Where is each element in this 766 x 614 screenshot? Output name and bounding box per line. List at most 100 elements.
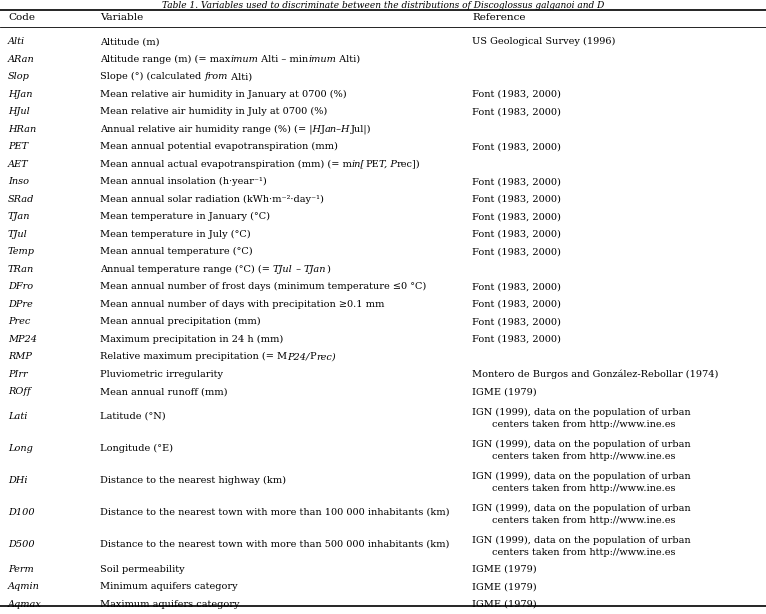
Text: IGME (1979): IGME (1979) (472, 582, 537, 591)
Text: Lati: Lati (8, 412, 28, 421)
Text: Mean temperature in July (°C): Mean temperature in July (°C) (100, 230, 250, 239)
Text: Prec: Prec (8, 317, 31, 326)
Text: Mean annual number of days with precipitation ≥0.1 mm: Mean annual number of days with precipit… (100, 300, 385, 309)
Text: HJan: HJan (8, 90, 32, 99)
Text: SRad: SRad (8, 195, 34, 204)
Text: IGME (1979): IGME (1979) (472, 387, 537, 396)
Text: D500: D500 (8, 540, 34, 549)
Text: D100: D100 (8, 508, 34, 517)
Text: centers taken from http://www.ine.es: centers taken from http://www.ine.es (492, 484, 676, 493)
Text: Maximum aquifers category: Maximum aquifers category (100, 600, 240, 608)
Text: HJul: HJul (8, 107, 30, 116)
Text: rec]): rec]) (397, 160, 421, 169)
Text: = |H: = |H (298, 125, 321, 134)
Text: Longitude (°E): Longitude (°E) (100, 444, 173, 453)
Text: rec): rec) (316, 352, 336, 361)
Text: IGME (1979): IGME (1979) (472, 600, 537, 608)
Text: Reference: Reference (472, 14, 525, 23)
Text: Mean annual temperature (°C): Mean annual temperature (°C) (100, 247, 253, 256)
Text: Font (1983, 2000): Font (1983, 2000) (472, 212, 561, 221)
Text: Font (1983, 2000): Font (1983, 2000) (472, 317, 561, 326)
Text: MP24: MP24 (8, 335, 37, 344)
Text: US Geological Survey (1996): US Geological Survey (1996) (472, 37, 615, 46)
Text: Mean relative air humidity in January at 0700 (%): Mean relative air humidity in January at… (100, 90, 347, 99)
Text: AET: AET (8, 160, 28, 169)
Text: Mean relative air humidity in July at 0700 (%): Mean relative air humidity in July at 07… (100, 107, 327, 116)
Text: Temp: Temp (8, 247, 35, 256)
Text: Font (1983, 2000): Font (1983, 2000) (472, 142, 561, 151)
Text: Distance to the nearest town with more than 100 000 inhabitants (km): Distance to the nearest town with more t… (100, 508, 450, 517)
Text: TRan: TRan (8, 265, 34, 274)
Text: Distance to the nearest highway (km): Distance to the nearest highway (km) (100, 476, 286, 485)
Text: Relative maximum precipitation (= M: Relative maximum precipitation (= M (100, 352, 287, 361)
Text: Altitude range (m) (= max: Altitude range (m) (= max (100, 55, 231, 64)
Text: Altitude (m): Altitude (m) (100, 37, 159, 46)
Text: Code: Code (8, 14, 35, 23)
Text: Mean annual insolation (h·year⁻¹): Mean annual insolation (h·year⁻¹) (100, 177, 267, 186)
Text: Aqmax: Aqmax (8, 600, 42, 608)
Text: imum: imum (308, 55, 336, 64)
Text: ARan: ARan (8, 55, 34, 64)
Text: from: from (205, 72, 228, 81)
Text: an–H: an–H (325, 125, 350, 134)
Text: T, P: T, P (378, 160, 397, 169)
Text: Mean annual runoff (mm): Mean annual runoff (mm) (100, 387, 228, 396)
Text: Font (1983, 2000): Font (1983, 2000) (472, 335, 561, 344)
Text: Jul|): Jul|) (350, 125, 371, 134)
Text: Annual relative air humidity range (%) (: Annual relative air humidity range (%) ( (100, 125, 298, 134)
Text: Alti): Alti) (336, 55, 360, 64)
Text: P: P (309, 352, 316, 361)
Text: Inso: Inso (8, 177, 29, 186)
Text: centers taken from http://www.ine.es: centers taken from http://www.ine.es (492, 420, 676, 429)
Text: Slope (°) (calculated: Slope (°) (calculated (100, 72, 205, 81)
Text: Font (1983, 2000): Font (1983, 2000) (472, 247, 561, 256)
Text: IGN (1999), data on the population of urban: IGN (1999), data on the population of ur… (472, 535, 691, 545)
Text: Mean annual potential evapotranspiration (mm): Mean annual potential evapotranspiration… (100, 142, 338, 151)
Text: HRan: HRan (8, 125, 36, 134)
Text: Perm: Perm (8, 565, 34, 573)
Text: P24/: P24/ (287, 352, 309, 361)
Text: Maximum precipitation in 24 h (mm): Maximum precipitation in 24 h (mm) (100, 335, 283, 344)
Text: RMP: RMP (8, 352, 32, 361)
Text: Alti: Alti (8, 37, 25, 46)
Text: PIrr: PIrr (8, 370, 28, 379)
Text: IGN (1999), data on the population of urban: IGN (1999), data on the population of ur… (472, 440, 691, 449)
Text: Latitude (°N): Latitude (°N) (100, 412, 165, 421)
Text: PE: PE (365, 160, 378, 169)
Text: Font (1983, 2000): Font (1983, 2000) (472, 282, 561, 291)
Text: Long: Long (8, 444, 33, 453)
Text: Mean temperature in January (°C): Mean temperature in January (°C) (100, 212, 270, 221)
Text: IGME (1979): IGME (1979) (472, 565, 537, 573)
Text: Mean annual solar radiation (kWh·m⁻²·day⁻¹): Mean annual solar radiation (kWh·m⁻²·day… (100, 195, 324, 204)
Text: Annual temperature range (°C) (=: Annual temperature range (°C) (= (100, 265, 273, 274)
Text: TJan: TJan (8, 212, 31, 221)
Text: J: J (321, 125, 325, 134)
Text: TJul: TJul (273, 265, 293, 274)
Text: Table 1. Variables used to discriminate between the distributions of Discoglossu: Table 1. Variables used to discriminate … (162, 1, 604, 9)
Text: Slop: Slop (8, 72, 30, 81)
Text: Font (1983, 2000): Font (1983, 2000) (472, 90, 561, 99)
Text: Aqmin: Aqmin (8, 582, 40, 591)
Text: IGN (1999), data on the population of urban: IGN (1999), data on the population of ur… (472, 503, 691, 513)
Text: Font (1983, 2000): Font (1983, 2000) (472, 107, 561, 116)
Text: Minimum aquifers category: Minimum aquifers category (100, 582, 237, 591)
Text: centers taken from http://www.ine.es: centers taken from http://www.ine.es (492, 516, 676, 525)
Text: DPre: DPre (8, 300, 33, 309)
Text: imum: imum (231, 55, 258, 64)
Text: Soil permeability: Soil permeability (100, 565, 185, 573)
Text: –: – (293, 265, 304, 274)
Text: Alti – min: Alti – min (258, 55, 308, 64)
Text: Font (1983, 2000): Font (1983, 2000) (472, 195, 561, 204)
Text: Montero de Burgos and González-Rebollar (1974): Montero de Burgos and González-Rebollar … (472, 370, 719, 379)
Text: ROff: ROff (8, 387, 31, 396)
Text: ): ) (326, 265, 330, 274)
Text: TJan: TJan (304, 265, 326, 274)
Text: Font (1983, 2000): Font (1983, 2000) (472, 300, 561, 309)
Text: Font (1983, 2000): Font (1983, 2000) (472, 177, 561, 186)
Text: Pluviometric irregularity: Pluviometric irregularity (100, 370, 223, 379)
Text: IGN (1999), data on the population of urban: IGN (1999), data on the population of ur… (472, 472, 691, 481)
Text: Mean annual number of frost days (minimum temperature ≤0 °C): Mean annual number of frost days (minimu… (100, 282, 426, 291)
Text: in[: in[ (352, 160, 365, 169)
Text: Mean annual precipitation (mm): Mean annual precipitation (mm) (100, 317, 260, 326)
Text: DHi: DHi (8, 476, 28, 485)
